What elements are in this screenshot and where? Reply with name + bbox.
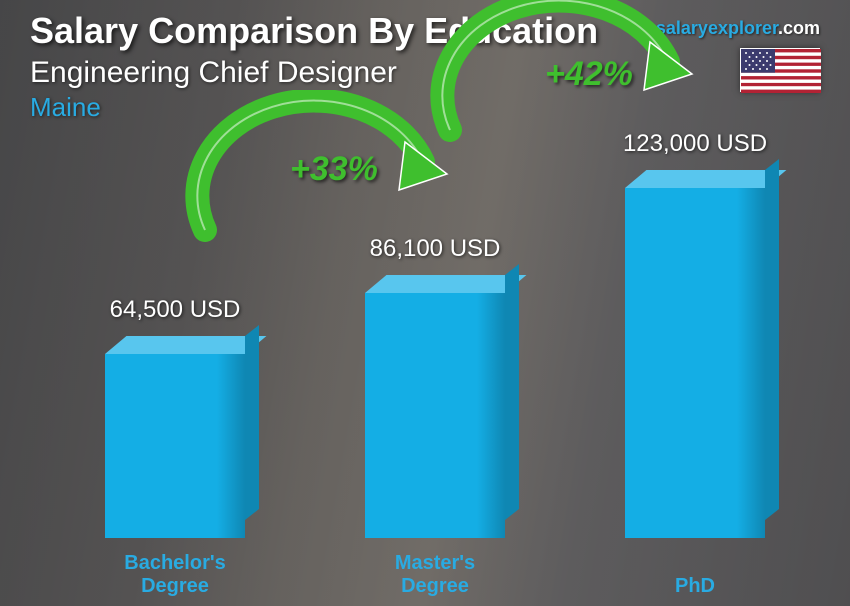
bar-front — [625, 188, 765, 538]
bar-top — [365, 275, 526, 293]
brand-suffix: .com — [778, 18, 820, 38]
bar-front — [105, 354, 245, 538]
bar-side — [505, 264, 519, 520]
bar-front — [365, 293, 505, 538]
bar — [365, 293, 505, 538]
category-label: Master'sDegree — [350, 552, 520, 598]
bar-group: 64,500 USDBachelor'sDegree — [90, 354, 260, 538]
category-label: PhD — [610, 575, 780, 598]
bar-side — [765, 159, 779, 520]
bar-group: 123,000 USDPhD — [610, 188, 780, 538]
bar-top — [105, 336, 266, 354]
salary-value: 64,500 USD — [90, 296, 260, 324]
flag-icon — [740, 48, 820, 92]
increase-percent: +42% — [545, 55, 633, 94]
bar-top — [625, 170, 786, 188]
category-label: Bachelor'sDegree — [90, 552, 260, 598]
bar-side — [245, 325, 259, 520]
bar — [105, 354, 245, 538]
increase-percent: +33% — [290, 150, 378, 189]
bar — [625, 188, 765, 538]
bar-group: 86,100 USDMaster'sDegree — [350, 293, 520, 538]
